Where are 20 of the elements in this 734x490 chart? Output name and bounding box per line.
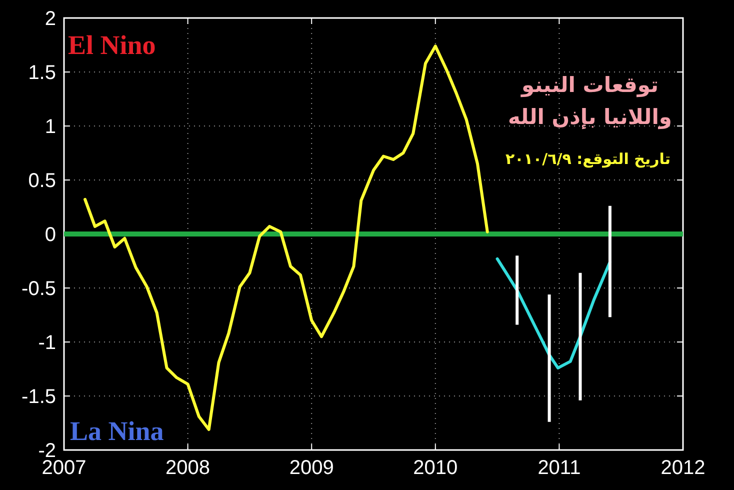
annotation: تاريخ التوقع: ٢٠١٠/٦/٩ bbox=[505, 150, 671, 168]
y-tick-label: 0 bbox=[44, 224, 56, 246]
y-tick-label: -1.5 bbox=[22, 386, 56, 408]
x-tick-label: 2009 bbox=[289, 457, 334, 479]
annotation: توقعات النينو bbox=[520, 73, 658, 98]
x-tick-label: 2008 bbox=[166, 457, 210, 479]
y-tick-label: -0.5 bbox=[22, 278, 56, 300]
x-tick-label: 2012 bbox=[660, 457, 706, 479]
x-tick-label: 2007 bbox=[42, 457, 86, 479]
x-tick-label: 2010 bbox=[413, 457, 458, 479]
line-series bbox=[496, 257, 612, 370]
y-tick-label: 1 bbox=[44, 116, 56, 138]
y-tick-label: 0.5 bbox=[28, 170, 56, 192]
annotation: La Nina bbox=[70, 416, 164, 446]
annotation: El Nino bbox=[68, 30, 156, 60]
y-tick-label: 1.5 bbox=[28, 62, 56, 84]
y-tick-label: 2 bbox=[44, 8, 56, 30]
annotation: واللانيا بإذن الله bbox=[508, 105, 672, 130]
x-tick-label: 2011 bbox=[538, 457, 581, 479]
y-tick-label: -1 bbox=[38, 332, 56, 354]
